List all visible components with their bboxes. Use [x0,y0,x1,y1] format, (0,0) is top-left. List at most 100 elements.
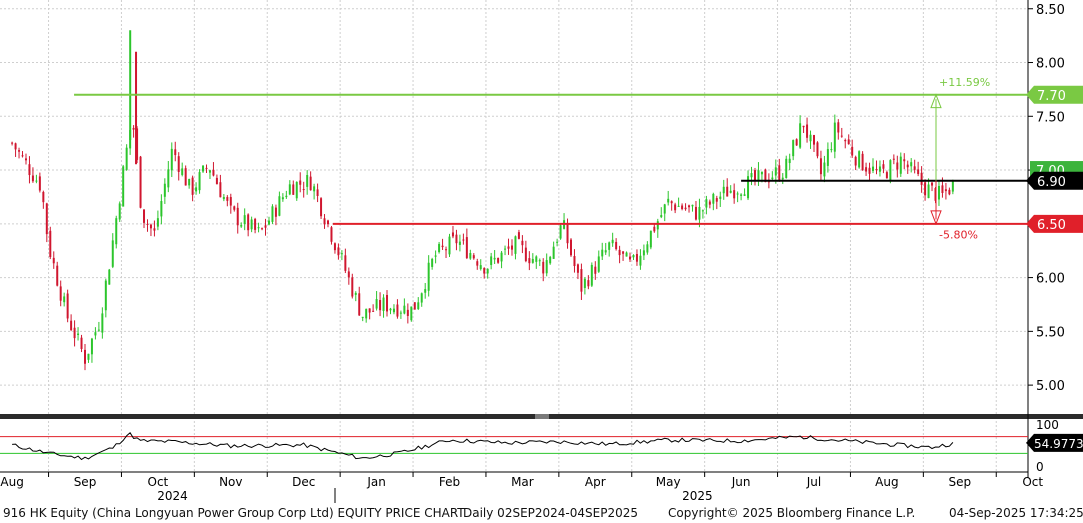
candle-body [920,172,923,185]
candle-body [760,171,763,175]
candle-body [153,228,156,231]
candle-body [785,158,788,178]
candle-body [542,261,545,274]
candle-body [524,247,527,262]
candle-body [538,260,541,262]
candle-body [205,167,208,169]
candle-body [611,239,614,244]
candle-body [486,268,489,274]
candle-body [799,123,802,148]
candle-body [615,241,618,250]
candle-body [18,150,21,152]
candle-body [139,156,142,208]
candle-body [493,257,496,260]
candle-body [465,237,468,259]
candle-body [663,204,666,214]
candle-body [42,191,45,203]
candle-body [750,173,753,178]
candle-body [733,190,736,199]
candle-body [455,234,458,244]
candle-body [875,168,878,171]
candle-body [236,207,239,226]
x-tick-label: Apr [585,475,606,489]
x-tick-label: Oct [1022,475,1043,489]
price-panel-bg [0,0,1028,414]
candle-body [118,203,121,220]
candle-body [858,151,861,168]
level-tag-label: 6.90 [1037,175,1066,190]
candle-body [330,227,333,242]
candle-body [872,166,875,171]
candle-body [608,242,611,250]
candle-body [632,255,635,258]
candle-body [865,167,868,172]
candle-body [361,316,364,318]
candle-body [847,139,850,145]
candle-body [163,183,166,197]
candle-body [351,277,354,297]
candle-body [816,142,819,157]
candle-body [344,255,347,271]
x-tick-label: Mar [511,475,534,489]
y-tick-label: 8.50 [1036,3,1065,18]
candle-body [722,186,725,194]
candle-body [924,182,927,196]
candle-body [250,219,253,230]
candle-body [386,294,389,312]
candle-body [896,162,899,170]
candle-body [458,241,461,245]
candle-body [132,127,135,130]
candle-body [840,135,843,137]
candle-body [340,253,343,255]
x-tick-label: Feb [439,475,460,489]
y-tick-label: 5.00 [1036,379,1065,394]
candle-body [698,206,701,220]
candle-body [257,227,260,229]
candle-body [576,264,579,273]
candle-body [247,214,250,231]
candle-body [156,218,159,227]
candle-body [445,249,448,251]
candle-body [70,320,73,331]
candle-body [21,155,24,157]
candle-body [781,177,784,180]
candle-body [504,248,507,250]
candle-body [476,261,479,266]
candle-body [31,175,34,182]
candle-body [681,205,684,210]
candle-body [753,170,756,181]
panel-resize-handle [535,414,549,419]
candle-body [941,185,944,193]
candle-body [521,240,524,246]
candle-body [622,251,625,254]
candle-body [77,333,80,335]
candle-body [188,178,191,186]
candle-body [111,240,114,267]
candle-body [267,220,270,225]
candle-body [191,177,194,195]
candle-body [819,158,822,175]
up-arrow-head [930,93,942,109]
candle-body [327,220,329,225]
candle-body [917,169,920,174]
level-tag-label: 7.70 [1037,89,1066,104]
candle-body [160,201,163,217]
candle-body [281,197,284,200]
candle-body [337,247,340,256]
candle-body [726,186,729,197]
candle-body [313,186,316,192]
x-tick-label: Jun [731,475,751,489]
candle-body [66,293,69,319]
candle-body [427,262,430,291]
candle-body [719,196,722,199]
candle-body [736,193,739,195]
x-tick-label: Sep [74,475,97,489]
candle-body [684,207,687,210]
candle-body [73,327,76,339]
indicator-value-label: 54.9773 [1034,437,1083,451]
candle-body [320,198,323,217]
candle-body [885,172,888,179]
candle-body [740,194,743,196]
candle-body [545,260,548,274]
candle-body [517,232,520,239]
